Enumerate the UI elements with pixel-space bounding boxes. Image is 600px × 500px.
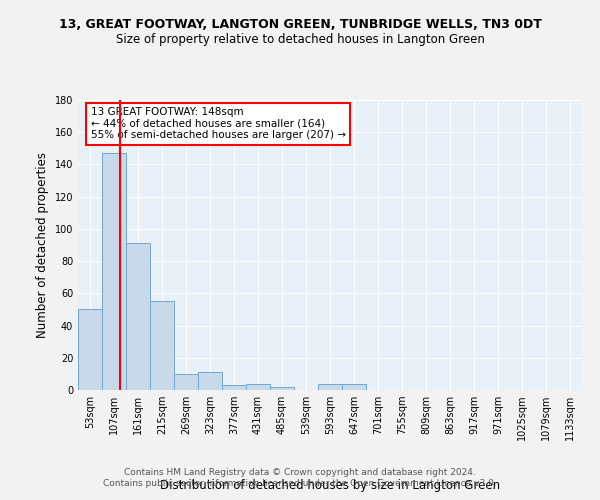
Text: Size of property relative to detached houses in Langton Green: Size of property relative to detached ho… (116, 32, 484, 46)
Bar (222, 385, 246, 390)
Text: 13 GREAT FOOTWAY: 148sqm
← 44% of detached houses are smaller (164)
55% of semi-: 13 GREAT FOOTWAY: 148sqm ← 44% of detach… (91, 108, 346, 140)
Text: Contains HM Land Registry data © Crown copyright and database right 2024.
Contai: Contains HM Land Registry data © Crown c… (103, 468, 497, 487)
Bar (342, 384, 366, 390)
Bar (270, 387, 294, 390)
Bar (126, 244, 150, 390)
Bar (78, 310, 102, 390)
Bar (174, 374, 198, 390)
Bar (150, 302, 174, 390)
Bar (246, 384, 270, 390)
Bar (318, 384, 342, 390)
Bar (198, 372, 222, 390)
Y-axis label: Number of detached properties: Number of detached properties (36, 152, 49, 338)
Bar (102, 153, 126, 390)
Text: 13, GREAT FOOTWAY, LANGTON GREEN, TUNBRIDGE WELLS, TN3 0DT: 13, GREAT FOOTWAY, LANGTON GREEN, TUNBRI… (59, 18, 541, 30)
X-axis label: Distribution of detached houses by size in Langton Green: Distribution of detached houses by size … (160, 479, 500, 492)
